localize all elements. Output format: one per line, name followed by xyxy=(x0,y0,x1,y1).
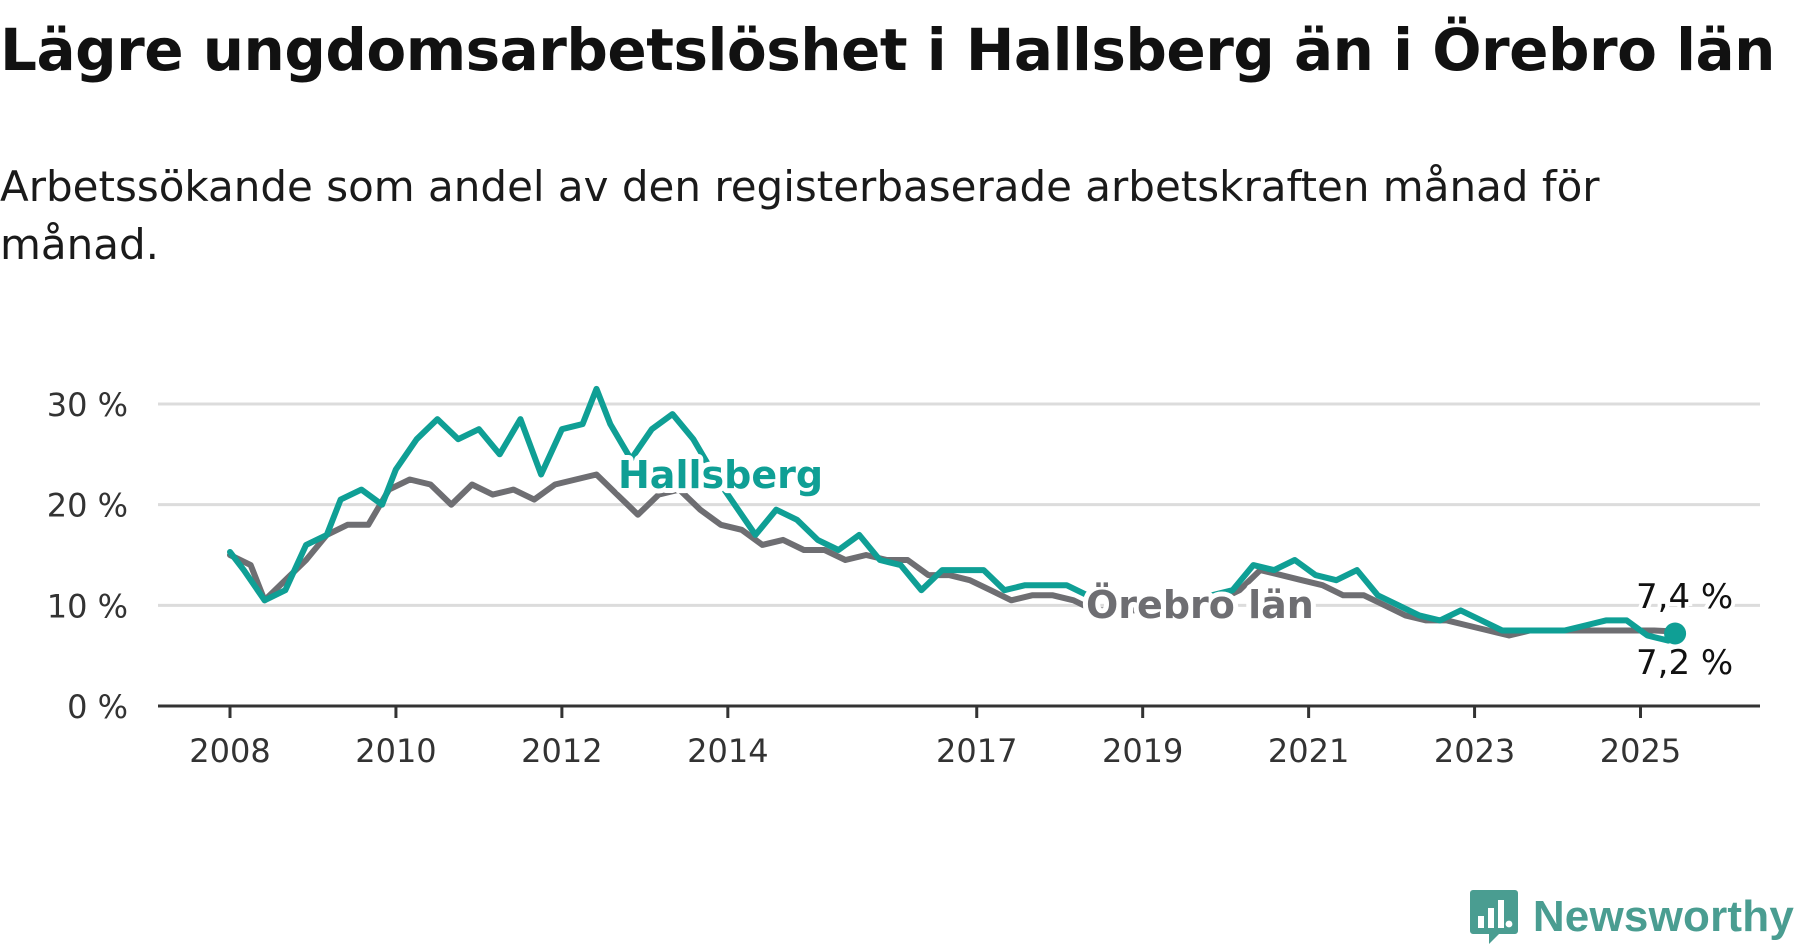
newsworthy-logo: Newsworthy xyxy=(1469,888,1794,946)
x-tick-label: 2010 xyxy=(355,732,436,770)
x-tick-label: 2017 xyxy=(936,732,1017,770)
chart-subtitle: Arbetssökande som andel av den registerb… xyxy=(0,162,1600,269)
series-line-hallsberg xyxy=(227,385,1679,644)
end-value-label-hallsberg: 7,2 % xyxy=(1636,643,1733,683)
x-tick-label: 2025 xyxy=(1600,732,1681,770)
gridlines xyxy=(158,402,1760,607)
series-label-orebro-lan: Örebro län xyxy=(1086,583,1314,627)
series-label-hallsberg: Hallsberg xyxy=(618,453,823,497)
y-tick-label: 0 % xyxy=(67,688,128,726)
x-tick-label: 2019 xyxy=(1102,732,1183,770)
x-tick-label: 2012 xyxy=(521,732,602,770)
series-labels: Hallsberg Örebro län 7,4 % 7,2 % xyxy=(613,448,1737,687)
end-value-label-orebro-lan: 7,4 % xyxy=(1636,577,1733,617)
newsworthy-logo-text: Newsworthy xyxy=(1532,892,1794,941)
x-tick-label: 2014 xyxy=(687,732,768,770)
axes: 0 % 10 % 20 % 30 % 2008 2010 2012 2014 2017 2019 2… xyxy=(47,386,1760,770)
x-tick-label: 2008 xyxy=(189,732,270,770)
newsworthy-logo-icon xyxy=(1469,890,1518,944)
x-tick-label: 2021 xyxy=(1268,732,1349,770)
y-tick-label: 20 % xyxy=(47,487,128,525)
series-lines xyxy=(227,385,1679,644)
x-tick-label: 2023 xyxy=(1434,732,1515,770)
chart-title: Lägre ungdomsarbetslöshet i Hallsberg än… xyxy=(0,16,1775,84)
end-point-marker xyxy=(1664,622,1687,645)
y-tick-label: 30 % xyxy=(47,386,128,424)
y-tick-label: 10 % xyxy=(47,587,128,625)
